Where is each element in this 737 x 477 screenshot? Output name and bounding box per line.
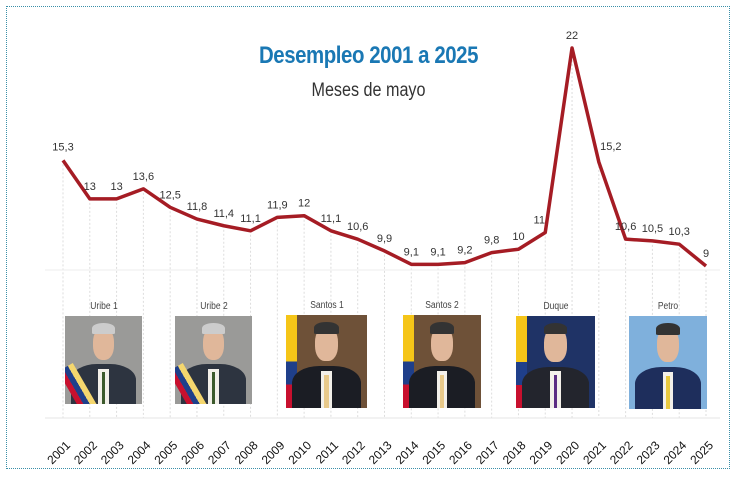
- x-tick-label: 2009: [259, 438, 288, 467]
- president-portrait: [629, 316, 707, 409]
- series-line: [61, 46, 708, 268]
- data-label: 11,1: [321, 213, 342, 225]
- chart-title: Desempleo 2001 a 2025: [258, 42, 479, 69]
- president-portrait: [175, 316, 252, 404]
- x-tick-label: 2016: [446, 438, 475, 467]
- x-tick-label: 2002: [71, 438, 100, 467]
- x-tick-label: 2022: [607, 438, 636, 467]
- data-label: 9: [703, 248, 709, 260]
- data-label: 9,1: [404, 246, 419, 258]
- x-tick-label: 2011: [313, 438, 341, 466]
- period-label: Uribe 1: [89, 301, 118, 312]
- data-label: 15,2: [600, 141, 621, 153]
- period-label: Santos 1: [309, 300, 344, 311]
- x-tick-label: 2015: [419, 438, 448, 467]
- x-tick-label: 2021: [580, 438, 609, 467]
- chart-frame: [6, 6, 730, 469]
- president-portrait: [286, 315, 367, 408]
- x-tick-label: 2012: [339, 438, 368, 467]
- data-label: 13: [84, 181, 96, 193]
- data-label: 10,3: [668, 226, 689, 238]
- data-label: 13,6: [133, 171, 154, 183]
- x-tick-label: 2024: [661, 438, 690, 467]
- data-label: 12: [298, 198, 310, 210]
- x-tick-label: 2003: [98, 438, 127, 467]
- x-tick-label: 2008: [232, 438, 261, 467]
- data-label: 9,2: [457, 245, 472, 257]
- period-label: Uribe 2: [199, 301, 228, 312]
- x-tick-label: 2005: [152, 438, 181, 467]
- period-label: Petro: [657, 301, 679, 312]
- president-portrait: [65, 316, 142, 404]
- x-tick-label: 2006: [178, 438, 207, 467]
- x-tick-label: 2014: [393, 438, 422, 467]
- data-label: 9,9: [377, 233, 392, 245]
- chart-subtitle: Meses de mayo: [311, 80, 426, 101]
- x-tick-label: 2007: [205, 438, 234, 467]
- x-tick-label: 2025: [687, 438, 716, 467]
- data-label: 10,5: [642, 223, 663, 235]
- data-label: 15,3: [52, 141, 73, 153]
- x-tick-label: 2001: [44, 438, 73, 467]
- x-tick-label: 2017: [473, 438, 502, 467]
- president-portrait: [516, 316, 595, 408]
- x-tick-label: 2013: [366, 438, 395, 467]
- x-tick-label: 2018: [500, 438, 529, 467]
- data-label: 11: [534, 214, 545, 226]
- data-label: 11,8: [187, 201, 208, 213]
- x-tick-label: 2023: [634, 438, 663, 467]
- president-portrait: [403, 315, 481, 408]
- x-tick-label: 2020: [553, 438, 582, 467]
- data-label: 9,1: [430, 246, 445, 258]
- data-label: 12,5: [159, 189, 180, 201]
- data-label: 11,1: [240, 213, 261, 225]
- data-label: 11,9: [267, 199, 288, 211]
- data-label: 9,8: [484, 235, 499, 247]
- data-label: 11,4: [213, 208, 234, 220]
- data-label: 10,6: [615, 221, 636, 233]
- data-label: 13: [110, 181, 122, 193]
- period-label: Duque: [542, 301, 569, 312]
- x-tick-label: 2019: [527, 438, 556, 467]
- data-label: 10: [512, 231, 524, 243]
- data-label: 10,6: [347, 221, 368, 233]
- x-tick-label: 2010: [285, 438, 314, 467]
- x-tick-label: 2004: [125, 438, 154, 467]
- data-label: 22: [566, 30, 578, 42]
- period-label: Santos 2: [425, 300, 459, 311]
